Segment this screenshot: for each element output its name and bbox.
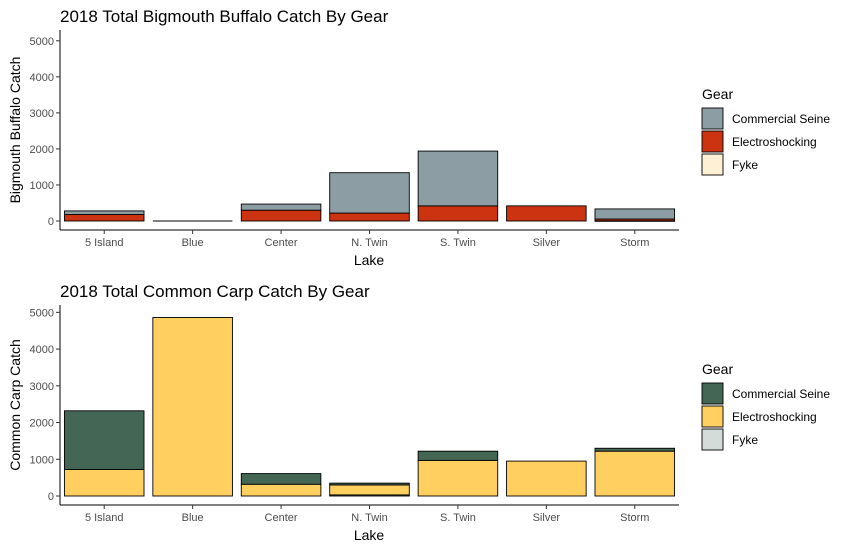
buffalo-bar-electroshocking [63,214,145,222]
carp-y-tick-label: 2000 [30,418,54,430]
buffalo-legend-key [701,153,724,176]
carp-bar-commercial-seine [240,473,322,485]
carp-y-tick-label: 3000 [30,381,54,393]
carp-plot-area: 0 1000 2000 3000 4000 5000 5 Island Blue Center N… [30,305,679,524]
carp-bar-electroshocking [329,484,410,496]
buffalo-bar-commercial-seine [594,208,676,220]
buffalo-chart-title: 2018 Total Bigmouth Buffalo Catch By Gea… [60,7,389,26]
buffalo-bar-electroshocking [506,205,587,222]
buffalo-x-tick-label: N. Twin [351,237,387,249]
carp-legend-label: Commercial Seine [732,387,830,401]
buffalo-y-axis-label: Bigmouth Buffalo Catch [7,57,23,204]
buffalo-x-tick-label: Center [265,237,298,249]
carp-y-tick-label: 1000 [30,454,54,466]
carp-y-tick-label: 5000 [30,307,54,319]
carp-bar-commercial-seine [417,450,499,461]
buffalo-plot-area: 0 1000 2000 3000 4000 5000 5 Island Blue Center N… [30,30,679,249]
buffalo-x-axis-label: Lake [354,252,385,268]
buffalo-bar-commercial-seine [240,203,322,211]
carp-x-tick-label: N. Twin [351,512,387,524]
buffalo-legend-title: Gear [702,86,733,102]
buffalo-x-tick-label: Blue [182,237,204,249]
buffalo-x-tick-label: Storm [620,237,649,249]
buffalo-bar-electroshocking [329,212,410,222]
carp-bar-electroshocking [594,450,676,497]
buffalo-legend-label: Electroshocking [732,135,817,149]
buffalo-y-tick-label: 0 [48,216,54,228]
carp-x-tick-label: Storm [620,512,649,524]
buffalo-legend: Commercial Seine Electroshocking Fyke [701,107,830,176]
carp-bar-electroshocking [152,317,233,497]
carp-legend-key [701,405,724,428]
carp-legend-key [701,382,724,405]
buffalo-y-tick-label: 4000 [30,72,54,84]
buffalo-bar-commercial-seine [417,150,499,207]
buffalo-x-tick-label: Silver [533,237,561,249]
carp-legend-label: Electroshocking [732,410,817,424]
carp-bar-electroshocking [240,483,322,497]
carp-legend-title: Gear [702,361,733,377]
carp-legend: Commercial Seine Electroshocking Fyke [701,382,830,451]
buffalo-chart: 2018 Total Bigmouth Buffalo Catch By Gea… [7,7,830,268]
carp-x-tick-label: Blue [182,512,204,524]
carp-bar-commercial-seine [594,447,676,452]
carp-bar-electroshocking [506,460,587,497]
buffalo-x-tick-label: 5 Island [85,237,124,249]
buffalo-y-tick-label: 5000 [30,36,54,48]
carp-bar-commercial-seine [63,410,145,471]
carp-x-tick-label: 5 Island [85,512,124,524]
carp-chart: 2018 Total Common Carp Catch By Gear Com… [7,282,830,543]
carp-chart-title: 2018 Total Common Carp Catch By Gear [60,282,370,301]
buffalo-legend-label: Fyke [732,158,758,172]
buffalo-legend-label: Commercial Seine [732,112,830,126]
buffalo-bar-commercial-seine [63,210,145,215]
carp-y-tick-label: 4000 [30,344,54,356]
carp-legend-label: Fyke [732,433,758,447]
buffalo-x-tick-label: S. Twin [440,237,476,249]
carp-bar-electroshocking [63,469,145,497]
buffalo-y-tick-label: 3000 [30,108,54,120]
buffalo-bar-commercial-seine [329,172,410,214]
carp-bar-commercial-seine [329,482,410,486]
carp-x-tick-label: Center [265,512,298,524]
buffalo-bar-electroshocking [417,205,499,222]
carp-x-tick-label: S. Twin [440,512,476,524]
buffalo-y-tick-label: 1000 [30,180,54,192]
buffalo-legend-key [701,130,724,153]
buffalo-bar-electroshocking [240,209,322,222]
carp-x-axis-label: Lake [354,527,385,543]
carp-bar-electroshocking [417,459,499,497]
buffalo-y-tick-label: 2000 [30,144,54,156]
carp-legend-key [701,428,724,451]
carp-y-axis-label: Common Carp Catch [7,339,23,471]
carp-x-tick-label: Silver [533,512,561,524]
buffalo-legend-key [701,107,724,130]
carp-y-tick-label: 0 [48,491,54,503]
